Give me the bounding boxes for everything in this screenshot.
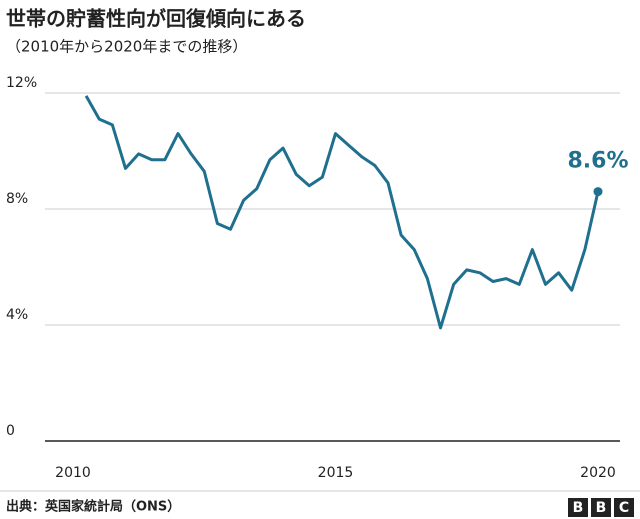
logo-letter: B	[573, 500, 584, 516]
logo-letter: B	[596, 500, 607, 516]
highlight-label: 8.6%	[567, 149, 628, 174]
source: 出典：英国家統計局（ONS）	[6, 499, 180, 515]
line	[84, 95, 600, 330]
y-tick-label: 0	[6, 423, 15, 439]
x-tick-label: 2010	[55, 465, 91, 481]
y-tick-label: 4%	[6, 307, 28, 323]
x-tick-label: 2015	[318, 465, 354, 481]
highlight-dot	[593, 187, 603, 197]
chart-subtitle: （2010年から2020年までの推移）	[6, 38, 247, 56]
y-tick-label: 8%	[6, 191, 28, 207]
logo-box	[568, 498, 588, 517]
x-tick-label: 2020	[580, 465, 616, 481]
logo-letter: C	[619, 500, 629, 516]
logo-box	[591, 498, 611, 517]
logo-box	[614, 498, 634, 517]
y-tick-label: 12%	[6, 75, 37, 91]
chart-title: 世帯の貯蓄性向が回復傾向にある	[6, 7, 306, 31]
